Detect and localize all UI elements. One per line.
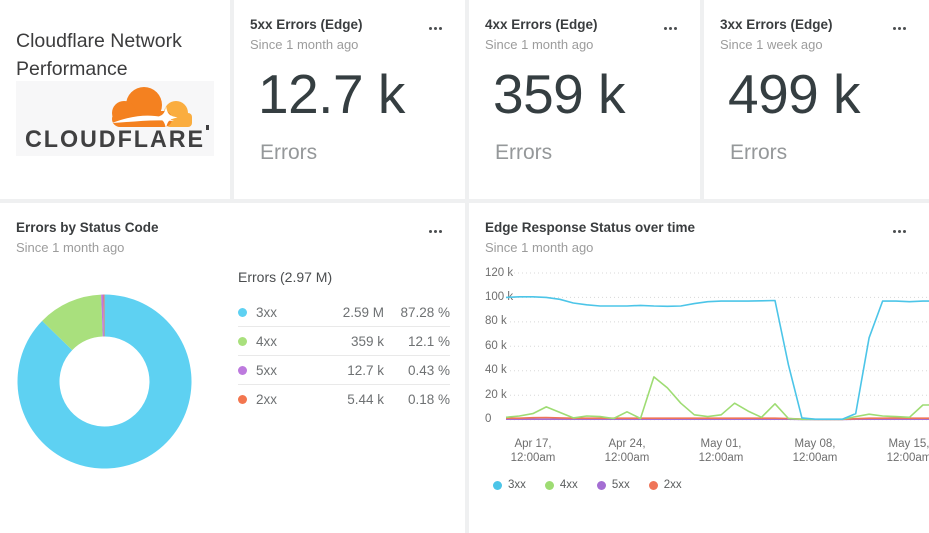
card-header: Edge Response Status over time Since 1 m… <box>485 219 885 255</box>
legend-header: Errors (2.97 M) <box>238 261 450 298</box>
ellipsis-icon <box>898 27 901 30</box>
card-menu-button[interactable] <box>887 223 911 239</box>
card-menu-button[interactable] <box>423 223 447 239</box>
series-color-dot <box>493 481 502 490</box>
y-axis-tick: 20 k <box>485 389 507 401</box>
stat-unit: Errors <box>495 141 552 165</box>
card-title: Errors by Status Code <box>16 219 421 236</box>
series-line-4xx <box>506 377 929 419</box>
card-header: 5xx Errors (Edge) Since 1 month ago <box>250 16 421 52</box>
series-color-dot <box>238 337 247 346</box>
series-line-3xx <box>506 297 929 419</box>
edge-response-status-card: Edge Response Status over time Since 1 m… <box>469 203 929 533</box>
card-subtitle: Since 1 month ago <box>250 37 421 52</box>
series-label: 5xx <box>256 363 312 378</box>
cloudflare-cloud-icon: CLOUDFLARE <box>16 81 214 156</box>
card-menu-button[interactable] <box>423 20 447 36</box>
donut-legend-table: Errors (2.97 M) 3xx 2.59 M 87.28 % 4xx 3… <box>238 261 450 413</box>
y-axis-tick: 80 k <box>485 315 507 327</box>
series-percent: 12.1 % <box>384 334 450 349</box>
ellipsis-icon <box>898 230 901 233</box>
series-value: 2.59 M <box>312 305 384 320</box>
legend-row-3xx[interactable]: 3xx 2.59 M 87.28 % <box>238 298 450 326</box>
legend-row-2xx[interactable]: 2xx 5.44 k 0.18 % <box>238 384 450 413</box>
line-chart-legend: 3xx 4xx 5xx 2xx <box>493 479 682 491</box>
series-value: 12.7 k <box>312 363 384 378</box>
x-axis-tick: May 08,12:00am <box>775 437 855 465</box>
y-axis-tick: 120 k <box>485 267 513 279</box>
dashboard: { "page": {"background": "#eff0f1"}, "ti… <box>0 0 929 510</box>
series-label: 4xx <box>256 334 312 349</box>
series-value: 5.44 k <box>312 392 384 407</box>
legend-row-5xx[interactable]: 5xx 12.7 k 0.43 % <box>238 355 450 384</box>
cloudflare-logo: CLOUDFLARE <box>16 81 214 156</box>
stat-card-5xx: 5xx Errors (Edge) Since 1 month ago 12.7… <box>234 0 465 199</box>
card-subtitle: Since 1 week ago <box>720 37 885 52</box>
series-color-dot <box>597 481 606 490</box>
legend-item-2xx[interactable]: 2xx <box>649 479 682 491</box>
card-title: 4xx Errors (Edge) <box>485 16 656 33</box>
series-label: 4xx <box>560 479 578 491</box>
ellipsis-icon <box>434 27 437 30</box>
series-label: 2xx <box>256 392 312 407</box>
x-axis-tick: May 01,12:00am <box>681 437 761 465</box>
x-axis-tick: Apr 17,12:00am <box>493 437 573 465</box>
series-percent: 87.28 % <box>384 305 450 320</box>
x-axis-tick: Apr 24,12:00am <box>587 437 667 465</box>
card-title: Edge Response Status over time <box>485 219 885 236</box>
y-axis-tick: 0 <box>485 413 491 425</box>
legend-row-4xx[interactable]: 4xx 359 k 12.1 % <box>238 326 450 355</box>
page-title: Cloudflare Network Performance <box>16 27 212 83</box>
card-menu-button[interactable] <box>658 20 682 36</box>
series-color-dot <box>238 366 247 375</box>
card-subtitle: Since 1 month ago <box>485 240 885 255</box>
x-axis-tick: May 15,12:00am <box>869 437 929 465</box>
card-title: 3xx Errors (Edge) <box>720 16 885 33</box>
series-percent: 0.18 % <box>384 392 450 407</box>
series-label: 5xx <box>612 479 630 491</box>
card-header: Errors by Status Code Since 1 month ago <box>16 219 421 255</box>
series-color-dot <box>649 481 658 490</box>
series-label: 3xx <box>256 305 312 320</box>
series-percent: 0.43 % <box>384 363 450 378</box>
series-color-dot <box>238 308 247 317</box>
stat-unit: Errors <box>730 141 787 165</box>
series-color-dot <box>238 395 247 404</box>
line-chart <box>510 266 929 428</box>
series-label: 2xx <box>664 479 682 491</box>
stat-value: 12.7 k <box>258 62 405 126</box>
y-axis-tick: 60 k <box>485 340 507 352</box>
legend-item-5xx[interactable]: 5xx <box>597 479 630 491</box>
stat-value: 499 k <box>728 62 860 126</box>
cloudflare-wordmark: CLOUDFLARE <box>25 126 205 153</box>
card-subtitle: Since 1 month ago <box>485 37 656 52</box>
title-card: Cloudflare Network Performance CLOUDFLAR… <box>0 0 230 199</box>
legend-item-3xx[interactable]: 3xx <box>493 479 526 491</box>
series-value: 359 k <box>312 334 384 349</box>
stat-card-4xx: 4xx Errors (Edge) Since 1 month ago 359 … <box>469 0 700 199</box>
stat-value: 359 k <box>493 62 625 126</box>
stat-unit: Errors <box>260 141 317 165</box>
y-axis-tick: 40 k <box>485 364 507 376</box>
legend-item-4xx[interactable]: 4xx <box>545 479 578 491</box>
ellipsis-icon <box>669 27 672 30</box>
series-label: 3xx <box>508 479 526 491</box>
errors-by-status-card: Errors by Status Code Since 1 month ago … <box>0 203 465 533</box>
series-color-dot <box>545 481 554 490</box>
card-header: 3xx Errors (Edge) Since 1 week ago <box>720 16 885 52</box>
ellipsis-icon <box>434 230 437 233</box>
card-subtitle: Since 1 month ago <box>16 240 421 255</box>
donut-chart <box>16 293 193 470</box>
stat-card-3xx: 3xx Errors (Edge) Since 1 week ago 499 k… <box>704 0 929 199</box>
card-menu-button[interactable] <box>887 20 911 36</box>
card-header: 4xx Errors (Edge) Since 1 month ago <box>485 16 656 52</box>
card-title: 5xx Errors (Edge) <box>250 16 421 33</box>
